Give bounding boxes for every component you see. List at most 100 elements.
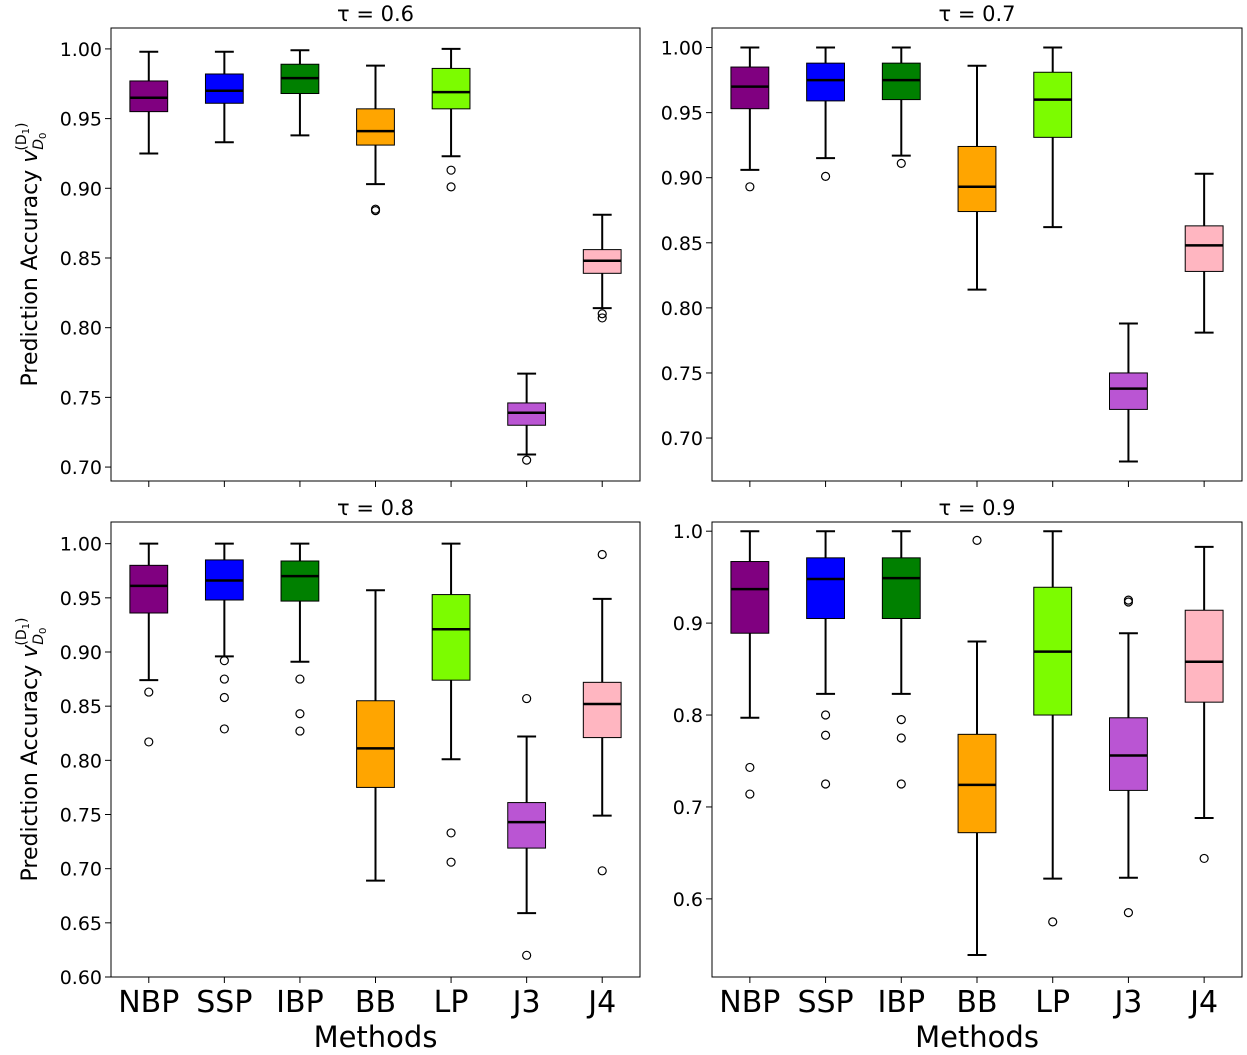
iqr-box [957, 145, 997, 213]
box-j4 [582, 213, 622, 487]
outlier-point [745, 182, 755, 192]
y-tick-label: 0.70 [661, 428, 703, 450]
x-tick-label: J3 [1112, 985, 1142, 1020]
y-tick-label: 0.95 [60, 588, 102, 610]
y-tick-label: 0.95 [60, 109, 102, 131]
box-j4 [1184, 172, 1224, 487]
iqr-box [1109, 372, 1148, 410]
outlier-point [820, 730, 831, 740]
box-j4: J4 [1184, 545, 1224, 1020]
outlier-point [219, 674, 229, 684]
y-label-superscript: (D [14, 134, 30, 150]
box-bb: BB [355, 589, 396, 1020]
box-nbp [129, 50, 169, 487]
y-label-main: Prediction Accuracy [18, 163, 43, 387]
iqr-box [1109, 717, 1148, 791]
y-tick-label: 0.75 [60, 387, 102, 409]
y-label-superscript: (D [14, 629, 30, 645]
x-axis-label: Methods [314, 1020, 438, 1054]
outlier-point [820, 710, 831, 720]
box-ssp: SSP [797, 530, 854, 1020]
box-nbp: NBP [118, 542, 179, 1020]
panel-title: τ = 0.7 [939, 2, 1016, 26]
iqr-box [280, 560, 320, 602]
box-nbp: NBP [719, 530, 780, 1020]
x-tick-label: SSP [797, 985, 853, 1020]
y-tick-label: 0.80 [661, 298, 703, 320]
x-tick-label: J4 [1188, 985, 1218, 1020]
y-label-superscript-index: 1 [21, 128, 32, 134]
x-tick-label: LP [434, 985, 469, 1020]
iqr-box [881, 557, 921, 620]
iqr-box [1184, 609, 1224, 703]
y-tick-label: 0.70 [60, 457, 102, 479]
iqr-box [806, 557, 846, 620]
box-ssp: SSP [196, 542, 252, 1020]
outlier-point [522, 455, 532, 465]
iqr-box [806, 62, 846, 102]
outlier-point [597, 549, 607, 560]
y-label-subscript: D [31, 139, 47, 150]
x-tick-label: J3 [511, 985, 541, 1020]
x-tick-label: BB [956, 985, 997, 1020]
y-tick-label: 0.8 [673, 705, 703, 727]
box-j3: J3 [507, 693, 547, 1020]
outlier-point [1199, 853, 1209, 864]
outlier-point [972, 535, 982, 545]
y-tick-label: 0.85 [60, 696, 102, 718]
outlier-point [745, 789, 755, 799]
outlier-point [896, 715, 906, 725]
iqr-box [356, 108, 395, 146]
iqr-box [431, 594, 471, 681]
outlier-point [896, 158, 906, 168]
iqr-box [1033, 71, 1073, 138]
y-tick-label: 0.9 [673, 613, 703, 635]
y-label-superscript-close: ) [14, 123, 30, 128]
box-j3 [507, 372, 547, 487]
box-bb [356, 64, 395, 487]
y-label-subscript-index: 0 [38, 133, 49, 139]
outlier-point [1123, 908, 1134, 918]
outlier-point [820, 779, 831, 789]
x-tick-label: BB [355, 985, 396, 1020]
y-tick-label: 0.90 [60, 178, 102, 200]
panel-2: τ = 0.7 0.70 0.75 0.80 0.85 0.90 0.95 1.00 [661, 2, 1243, 487]
outlier-point [820, 171, 831, 181]
outlier-point [219, 692, 229, 703]
y-label-subscript: D [31, 634, 47, 645]
panel-1: τ = 0.6 0.70 0.75 0.80 0.85 0.90 0.95 1.00 Predi… [14, 2, 641, 487]
y-label-symbol: v [18, 644, 43, 658]
y-tick-label: 0.6 [673, 889, 703, 911]
y-tick-label: 0.85 [60, 248, 102, 270]
x-tick-label: IBP [276, 985, 324, 1020]
outlier-point [295, 674, 305, 684]
y-tick-label: 0.85 [661, 233, 703, 255]
outlier-point [370, 204, 381, 214]
box-j3 [1109, 322, 1148, 487]
box-ssp [806, 46, 846, 487]
x-axis-label: Methods [915, 1020, 1039, 1054]
box-ibp [280, 49, 320, 487]
y-tick-label: 0.80 [60, 750, 102, 772]
outlier-point [446, 857, 456, 867]
iqr-box [431, 67, 471, 110]
panel-title: τ = 0.9 [939, 496, 1016, 520]
iqr-box [356, 700, 395, 788]
iqr-box [1184, 225, 1224, 272]
outlier-point [144, 737, 154, 747]
box-ssp [204, 50, 244, 487]
outlier-point [597, 309, 607, 319]
y-tick-label: 1.00 [60, 39, 102, 61]
x-tick-label: NBP [719, 985, 780, 1020]
x-tick-label: NBP [118, 985, 179, 1020]
x-tick-label: J4 [586, 985, 616, 1020]
panel-title: τ = 0.8 [337, 496, 414, 520]
iqr-box [507, 402, 547, 426]
outlier-point [144, 687, 154, 697]
iqr-box [957, 733, 997, 834]
outlier-point [522, 950, 532, 960]
y-tick-label: 0.90 [661, 168, 703, 190]
outlier-point [745, 762, 755, 773]
y-tick-label: 1.00 [661, 38, 703, 60]
